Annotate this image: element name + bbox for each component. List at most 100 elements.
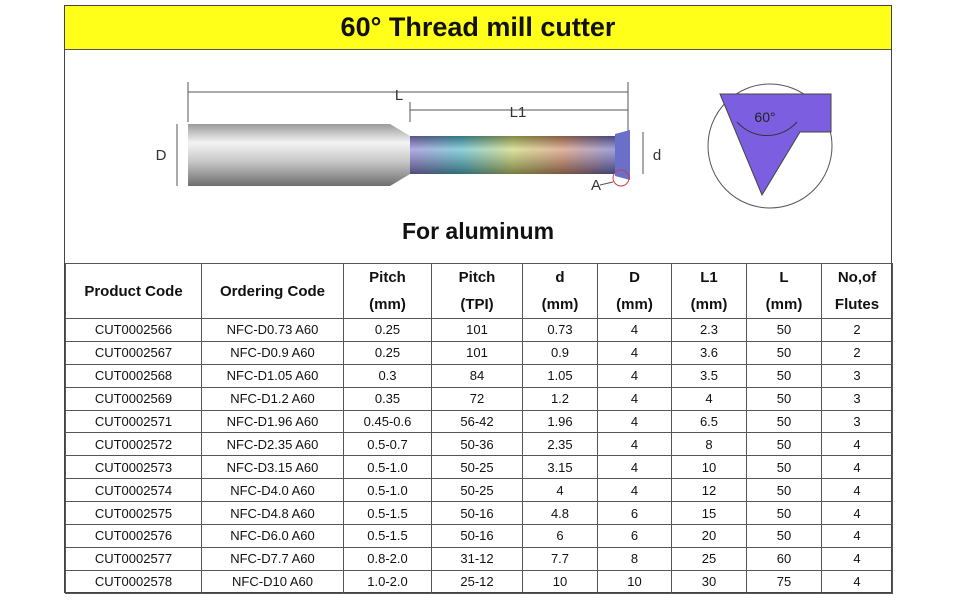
table-cell: 50-16 <box>431 501 523 526</box>
table-row: CUT0002575 NFC-D4.8 A60 0.5-1.5 50-16 4.8 6 15… <box>65 501 893 526</box>
header-line: Ordering Code <box>219 282 325 300</box>
table-row: CUT0002578 NFC-D10 A60 1.0-2.0 25-12 10 10 30 7… <box>65 569 893 594</box>
table-cell: 50 <box>746 524 822 548</box>
table-cell: 10 <box>522 569 598 594</box>
table-cell: 7.7 <box>522 546 598 571</box>
column-header: Pitch (TPI) <box>431 263 523 319</box>
table-cell: 50-16 <box>431 524 523 548</box>
table-cell: 6 <box>522 524 598 548</box>
table-cell: 3.15 <box>522 455 598 480</box>
table-cell: 4 <box>821 455 893 480</box>
table-cell: 0.25 <box>343 318 432 342</box>
table-cell: CUT0002576 <box>65 524 202 548</box>
table-cell: 72 <box>431 386 523 411</box>
table-cell: 56-42 <box>431 409 523 434</box>
table-cell: 2 <box>821 340 893 365</box>
tool-diagram: L L1 D d A 60° <box>156 82 833 209</box>
table-cell: 2.3 <box>671 318 747 342</box>
table-cell: 0.45-0.6 <box>343 409 432 434</box>
table-cell: NFC-D1.2 A60 <box>201 386 344 411</box>
table-cell: 0.3 <box>343 363 432 388</box>
table-cell: 4.8 <box>522 501 598 526</box>
table-cell: 4 <box>821 524 893 548</box>
table-cell: 4 <box>821 501 893 526</box>
table-cell: 4 <box>821 569 893 594</box>
table-cell: 15 <box>671 501 747 526</box>
angle-detail <box>707 83 833 209</box>
table-cell: 20 <box>671 524 747 548</box>
table-cell: CUT0002577 <box>65 546 202 571</box>
table-cell: 4 <box>597 455 672 480</box>
table-cell: NFC-D4.8 A60 <box>201 501 344 526</box>
table-cell: NFC-D10 A60 <box>201 569 344 594</box>
table-cell: 50 <box>746 478 822 503</box>
header-line: (mm) <box>616 296 653 313</box>
table-row: CUT0002567 NFC-D0.9 A60 0.25 101 0.9 4 3.6 50 2 <box>65 340 893 365</box>
table-cell: 6 <box>597 501 672 526</box>
table-cell: 4 <box>597 409 672 434</box>
table-cell: CUT0002571 <box>65 409 202 434</box>
header-line: (mm) <box>765 296 803 313</box>
table-cell: CUT0002575 <box>65 501 202 526</box>
table-cell: 12 <box>671 478 747 503</box>
column-header: L1 (mm) <box>671 263 747 319</box>
table-cell: 50 <box>746 386 822 411</box>
table-row: CUT0002571 NFC-D1.96 A60 0.45-0.6 56-42 1.96… <box>65 409 893 434</box>
table-cell: 101 <box>431 318 523 342</box>
table-cell: 2.35 <box>522 432 598 457</box>
table-cell: 4 <box>821 478 893 503</box>
table-row: CUT0002574 NFC-D4.0 A60 0.5-1.0 50-25 4 4 12 50… <box>65 478 893 503</box>
table-cell: CUT0002567 <box>65 340 202 365</box>
table-row: CUT0002569 NFC-D1.2 A60 0.35 72 1.2 4 4 50 3 <box>65 386 893 411</box>
table-cell: 0.9 <box>522 340 598 365</box>
table-cell: 3.6 <box>671 340 747 365</box>
table-cell: 30 <box>671 569 747 594</box>
spec-sheet: 60° Thread mill cutter <box>64 5 893 594</box>
table-cell: 84 <box>431 363 523 388</box>
table-row: CUT0002573 NFC-D3.15 A60 0.5-1.0 50-25 3.15 4… <box>65 455 893 480</box>
table-cell: 1.96 <box>522 409 598 434</box>
table-cell: 6.5 <box>671 409 747 434</box>
column-header: Product Code <box>65 263 202 319</box>
column-header: L (mm) <box>746 263 822 319</box>
table-cell: 3 <box>821 386 893 411</box>
table-cell: 1.05 <box>522 363 598 388</box>
table-cell: NFC-D6.0 A60 <box>201 524 344 548</box>
table-cell: CUT0002568 <box>65 363 202 388</box>
detail-label: A <box>591 177 601 194</box>
tool-drawing <box>176 82 644 187</box>
table-cell: 31-12 <box>431 546 523 571</box>
table-cell: 4 <box>821 432 893 457</box>
table-cell: 60 <box>746 546 822 571</box>
column-header: d (mm) <box>522 263 598 319</box>
table-cell: 0.25 <box>343 340 432 365</box>
cutting-diameter-label: d <box>653 147 661 164</box>
table-cell: 0.5-1.5 <box>343 524 432 548</box>
table-cell: 50-25 <box>431 478 523 503</box>
table-cell: 10 <box>671 455 747 480</box>
table-cell: 4 <box>821 546 893 571</box>
table-cell: NFC-D0.9 A60 <box>201 340 344 365</box>
table-cell: 0.73 <box>522 318 598 342</box>
column-header: D (mm) <box>597 263 672 319</box>
table-cell: 50 <box>746 409 822 434</box>
table-cell: CUT0002572 <box>65 432 202 457</box>
header-row: Product Code Ordering Code Pitch (mm) Pitch (… <box>65 263 893 319</box>
angle-label: 60° <box>754 109 775 125</box>
header-line: d <box>555 269 565 286</box>
header-line: Pitch <box>458 269 496 286</box>
title: 60° Thread mill cutter <box>65 6 891 50</box>
table-row: CUT0002572 NFC-D2.35 A60 0.5-0.7 50-36 2.35 4… <box>65 432 893 457</box>
table-cell: 3 <box>821 409 893 434</box>
table-cell: NFC-D3.15 A60 <box>201 455 344 480</box>
table-row: CUT0002568 NFC-D1.05 A60 0.3 84 1.05 4 3.5 50 3 <box>65 363 893 388</box>
header-line: Pitch <box>369 269 406 286</box>
table-cell: 4 <box>597 318 672 342</box>
table-cell: 1.2 <box>522 386 598 411</box>
table-cell: 0.5-1.5 <box>343 501 432 526</box>
table-cell: 4 <box>597 386 672 411</box>
table-cell: 25 <box>671 546 747 571</box>
table-cell: 0.5-1.0 <box>343 455 432 480</box>
table-cell: CUT0002574 <box>65 478 202 503</box>
